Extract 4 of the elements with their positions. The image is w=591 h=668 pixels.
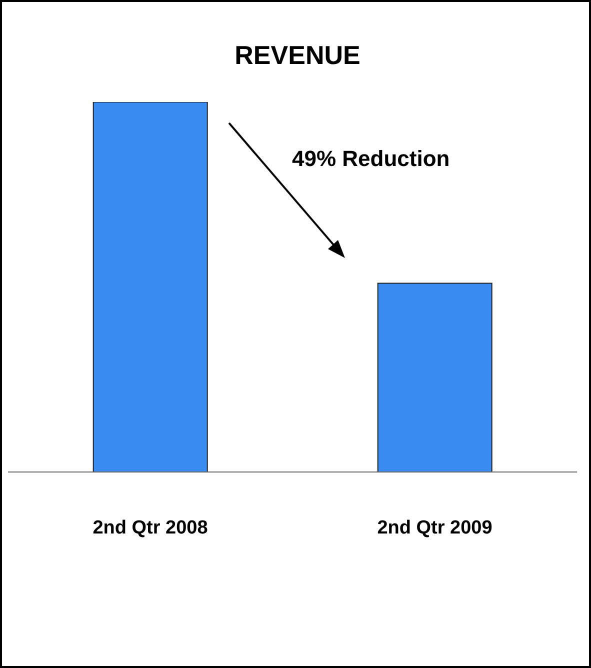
x-tick-label: 2nd Qtr 2008 [92,517,208,538]
chart-title: REVENUE [234,40,362,71]
x-tick-label: 2nd Qtr 2009 [377,517,492,538]
annotation: 49% Reduction [292,146,450,172]
